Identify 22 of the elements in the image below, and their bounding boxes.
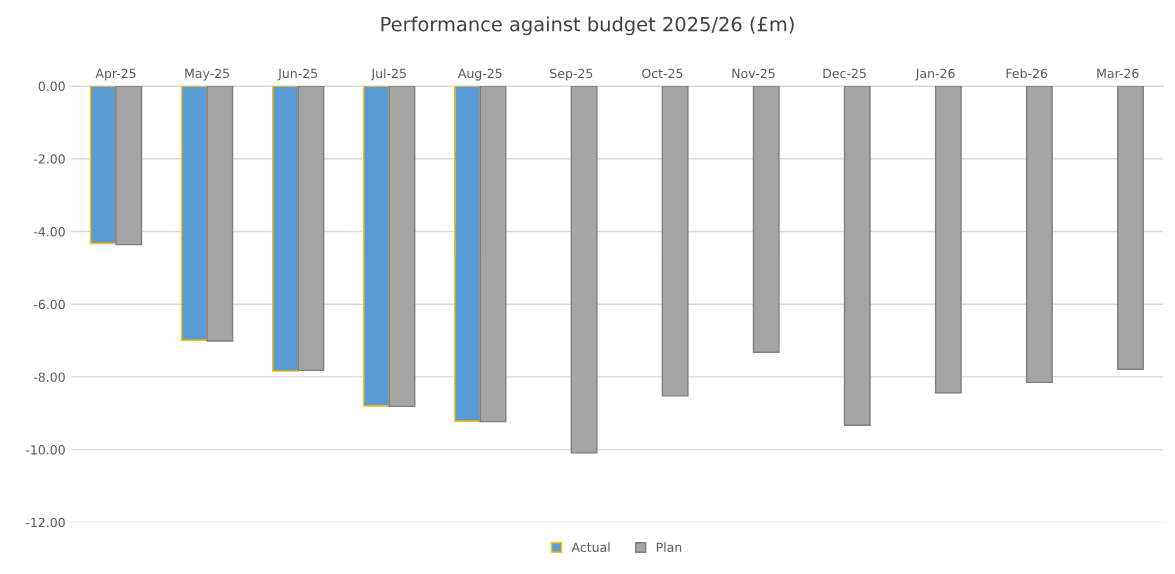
y-tick-label: -4.00 — [33, 226, 65, 237]
x-tick-label: May-25 — [185, 68, 230, 81]
x-tick-label: Apr-25 — [95, 68, 136, 81]
chart-title: Performance against budget 2025/26 (£m) — [381, 16, 794, 36]
x-tick-label: Dec-25 — [823, 68, 866, 79]
y-tick-label: -6.00 — [33, 299, 65, 310]
y-tick-label: 0.00 — [38, 81, 65, 92]
x-tick-label: Jul-25 — [370, 68, 406, 81]
x-tick-label: Feb-26 — [1006, 68, 1048, 79]
x-tick-label: Jun-25 — [277, 68, 318, 81]
x-tick-label: Jan-26 — [915, 68, 955, 81]
x-tick-label: Oct-25 — [642, 68, 683, 79]
y-tick-label: -2.00 — [33, 154, 65, 164]
y-tick-label: -8.00 — [33, 372, 65, 382]
x-tick-label: Mar-26 — [1097, 68, 1139, 79]
x-tick-label: Sep-25 — [550, 68, 593, 81]
y-tick-label: -12.00 — [25, 517, 65, 528]
x-tick-label: Aug-25 — [457, 68, 502, 81]
y-tick-label: -10.00 — [25, 445, 65, 455]
x-tick-label: Nov-25 — [732, 68, 775, 79]
legend-label: Actual — [571, 542, 610, 552]
legend-label: Plan — [656, 542, 682, 552]
